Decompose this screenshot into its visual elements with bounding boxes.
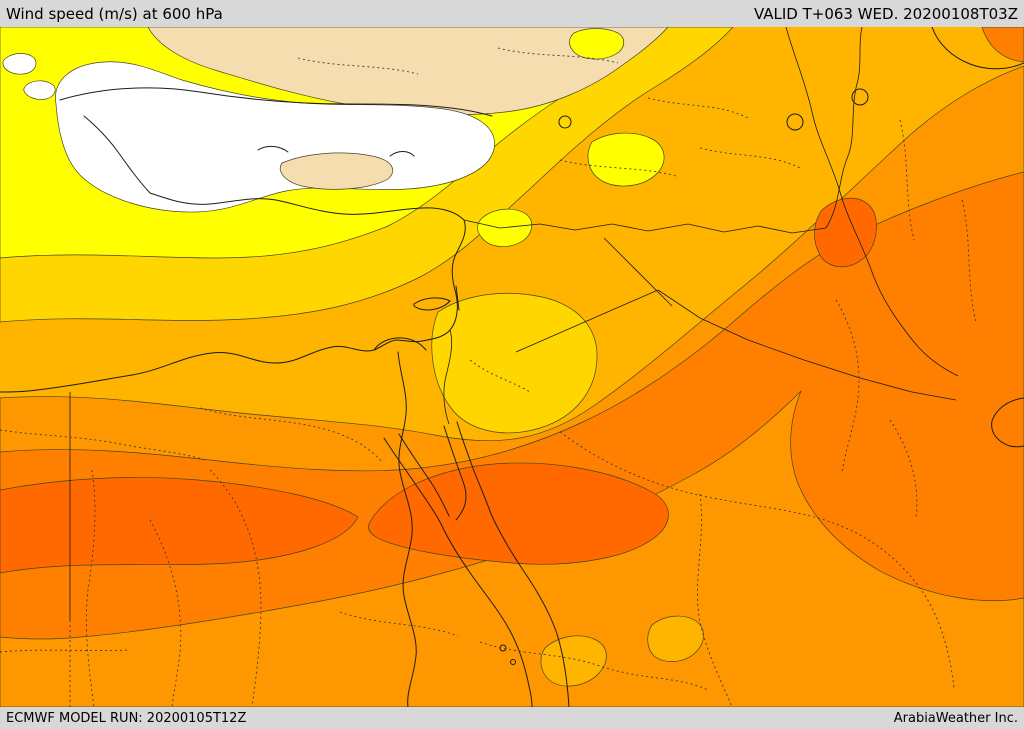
contour-cream-marmara-island [279,152,393,190]
dotted-border [497,47,619,64]
dotted-border [0,649,131,653]
red-sea-east-coast [490,513,570,707]
mediterranean-levant-coastline [0,192,466,393]
gulf-of-aqaba-east-coast [456,421,492,515]
dotted-border [889,419,918,519]
jordan-saudi-border [515,289,659,353]
turkey-iran-border [825,27,863,229]
dotted-border [559,431,955,689]
dotted-border [0,429,206,461]
iraq-saudi-border [657,289,957,401]
black-sea-coastline [59,87,493,117]
contour-amber-patch-2 [647,615,704,662]
header-bar: Wind speed (m/s) at 600 hPa VALID T+063 … [0,0,1024,27]
contour-white-aegean-2 [23,80,56,100]
nile-river [397,351,417,707]
contour-white-aegean-1 [2,53,37,75]
coastlines [0,27,1024,707]
dead-sea [455,285,460,311]
caspian-sea-coastline [931,27,1024,70]
bosporus-strait [257,145,289,153]
dotted-borders [0,47,977,707]
cyprus-coastline [413,297,451,311]
wind-speed-shading [0,27,1024,707]
jordan-valley-border [443,329,453,425]
page-title: Wind speed (m/s) at 600 hPa [6,4,223,23]
model-run-label: ECMWF MODEL RUN: 20200105T12Z [6,710,247,726]
dotted-border [961,199,977,323]
dotted-border [899,119,915,241]
iran-iraq-border [785,27,959,377]
turkey-south-border [463,219,827,234]
dotted-border [209,469,262,707]
footer-bar: ECMWF MODEL RUN: 20200105T12Z ArabiaWeat… [0,707,1024,729]
gulf-of-suez-west-coast [383,437,442,525]
contour-gold-levant-blob [431,293,598,434]
dotted-border [559,159,677,177]
contour-yellow-patch-top [569,28,625,60]
nile-delta [373,337,427,351]
dotted-border [149,519,182,707]
dotted-border [469,359,531,393]
dotted-border [339,611,459,637]
lake-urmia [851,88,869,106]
gulf-of-suez-east-coast [398,433,450,517]
lake-van [786,113,804,131]
dardanelles-strait [389,151,415,157]
persian-gulf-coastline [991,397,1024,448]
contour-deep-orange-west [0,477,359,574]
wind-speed-map [0,27,1024,707]
valid-time-label: VALID T+063 WED. 20200108T03Z [753,4,1018,23]
red-sea-west-coast [440,523,533,707]
dotted-border [297,57,419,75]
lake-tuz [558,115,572,129]
gulf-of-aqaba-west-coast [443,425,467,521]
contour-dark-orange-corner [981,27,1024,63]
contour-amber-patch-1 [540,635,607,687]
dotted-border [199,407,383,463]
aegean-coastline [83,115,151,194]
contour-deep-orange-center [368,462,669,565]
red-sea-island-2 [510,659,516,665]
contour-yellow-patch-east [587,132,665,187]
dotted-border [697,493,733,707]
dotted-border [479,641,709,691]
syria-iraq-border [603,237,673,307]
country-borders [69,27,959,620]
provider-label: ArabiaWeather Inc. [893,710,1018,726]
dotted-border [85,469,96,707]
